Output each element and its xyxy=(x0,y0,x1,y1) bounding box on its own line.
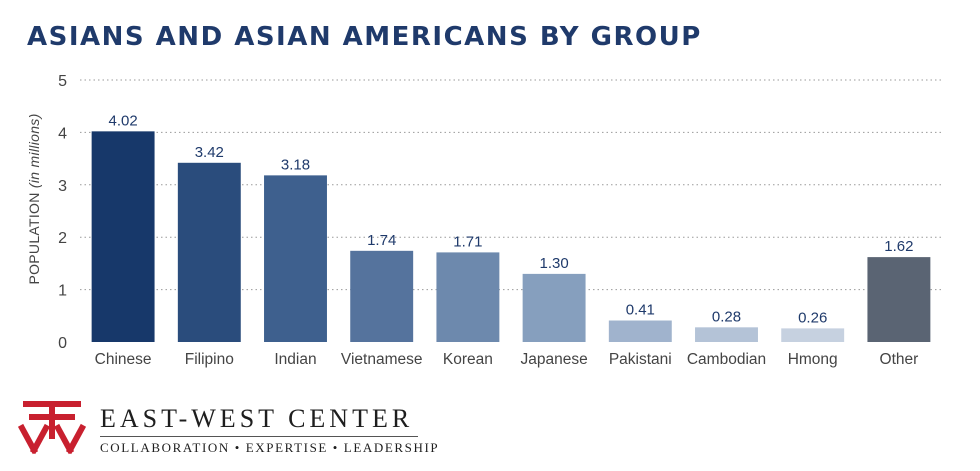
data-label: 1.74 xyxy=(367,232,396,249)
org-name: EAST-WEST CENTER xyxy=(100,404,414,433)
data-label: 4.02 xyxy=(108,112,137,129)
data-label: 1.30 xyxy=(539,255,568,272)
x-tick-label: Hmong xyxy=(788,351,838,368)
y-tick-label: 2 xyxy=(58,230,67,247)
x-tick-label: Korean xyxy=(443,351,493,368)
y-tick-label: 0 xyxy=(58,335,67,352)
data-label: 3.18 xyxy=(281,156,310,173)
y-axis-label-wrap: POPULATION (in millions) xyxy=(24,94,44,304)
east-west-center-emblem-icon xyxy=(18,401,87,455)
data-label: 0.28 xyxy=(712,308,741,325)
y-tick-label: 3 xyxy=(58,178,67,195)
bar xyxy=(867,257,931,342)
x-tick-label: Pakistani xyxy=(609,351,672,368)
x-tick-label: Japanese xyxy=(520,351,587,368)
data-label: 1.62 xyxy=(884,238,913,255)
bar xyxy=(608,320,672,342)
x-tick-label: Cambodian xyxy=(687,351,766,368)
x-tick-label: Filipino xyxy=(185,351,234,368)
x-tick-label: Indian xyxy=(274,351,316,368)
bar xyxy=(436,252,500,342)
bar xyxy=(522,273,586,342)
bar xyxy=(350,250,414,342)
x-tick-label: Vietnamese xyxy=(341,351,423,368)
y-tick-label: 4 xyxy=(58,125,67,142)
bar xyxy=(781,328,845,342)
bar xyxy=(91,131,155,342)
x-tick-label: Other xyxy=(880,351,919,368)
org-tagline: COLLABORATION • EXPERTISE • LEADERSHIP xyxy=(100,440,440,455)
data-label: 0.41 xyxy=(626,302,655,319)
y-axis-label: POPULATION (in millions) xyxy=(26,113,42,284)
bar xyxy=(264,175,327,342)
y-axis-label-unit: (in millions) xyxy=(26,113,42,189)
org-divider xyxy=(100,436,418,437)
bar xyxy=(177,162,241,342)
x-tick-label: Chinese xyxy=(95,351,152,368)
chart-title: ASIANS AND ASIAN AMERICANS BY GROUP xyxy=(27,22,702,52)
data-label: 0.26 xyxy=(798,309,827,326)
y-axis-label-text: POPULATION xyxy=(26,192,42,285)
east-west-center-logo: EAST-WEST CENTER COLLABORATION • EXPERTI… xyxy=(18,398,438,463)
y-tick-label: 5 xyxy=(58,73,67,90)
y-tick-label: 1 xyxy=(58,283,67,300)
data-label: 1.71 xyxy=(453,233,482,250)
bar xyxy=(695,327,758,342)
data-label: 3.42 xyxy=(195,144,224,161)
